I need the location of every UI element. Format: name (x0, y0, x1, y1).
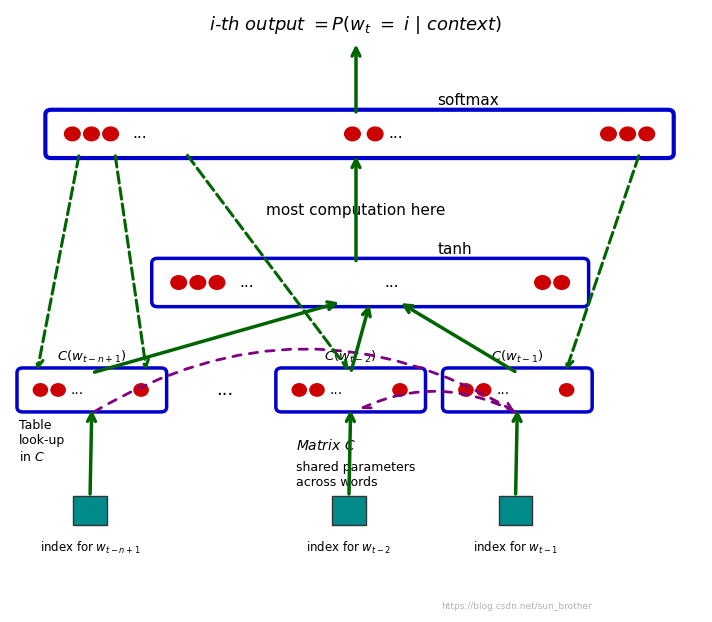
Circle shape (535, 276, 550, 289)
Text: https://blog.csdn.net/sun_brother: https://blog.csdn.net/sun_brother (441, 602, 592, 611)
Text: Table
look-up
in $C$: Table look-up in $C$ (19, 419, 66, 463)
Text: ...: ... (71, 383, 84, 397)
Circle shape (51, 384, 66, 396)
FancyArrowPatch shape (566, 156, 639, 367)
Text: $C(w_{t-1})$: $C(w_{t-1})$ (491, 350, 544, 366)
Text: $i$-th output $= P(w_t\ =\ i\ |\ \mathit{context})$: $i$-th output $= P(w_t\ =\ i\ |\ \mathit… (209, 14, 503, 36)
FancyBboxPatch shape (73, 496, 107, 525)
Text: index for $w_{t-n+1}$: index for $w_{t-n+1}$ (40, 540, 140, 556)
Circle shape (310, 384, 324, 396)
Circle shape (393, 384, 407, 396)
Text: ...: ... (330, 383, 343, 397)
FancyBboxPatch shape (17, 368, 167, 412)
Circle shape (103, 127, 118, 141)
Circle shape (65, 127, 80, 141)
Circle shape (190, 276, 206, 289)
Circle shape (171, 276, 187, 289)
FancyArrowPatch shape (115, 156, 148, 367)
Text: $C(w_{t-2})$: $C(w_{t-2})$ (325, 350, 377, 366)
FancyArrowPatch shape (36, 156, 79, 367)
FancyArrowPatch shape (363, 391, 515, 412)
Text: index for $w_{t-1}$: index for $w_{t-1}$ (473, 540, 558, 556)
FancyBboxPatch shape (152, 258, 589, 307)
FancyBboxPatch shape (499, 496, 533, 525)
Text: tanh: tanh (438, 242, 472, 257)
Circle shape (560, 384, 574, 396)
Circle shape (134, 384, 148, 396)
Text: ...: ... (388, 126, 402, 141)
Circle shape (209, 276, 225, 289)
Circle shape (33, 384, 48, 396)
FancyBboxPatch shape (333, 496, 365, 525)
Text: shared parameters
across words: shared parameters across words (295, 461, 415, 489)
FancyBboxPatch shape (276, 368, 426, 412)
Text: softmax: softmax (438, 93, 499, 108)
Circle shape (554, 276, 570, 289)
Circle shape (459, 384, 473, 396)
Circle shape (639, 127, 654, 141)
Circle shape (292, 384, 306, 396)
FancyArrowPatch shape (187, 156, 347, 368)
Text: most computation here: most computation here (266, 203, 446, 218)
Circle shape (620, 127, 635, 141)
FancyBboxPatch shape (46, 109, 674, 158)
Text: Matrix $C$: Matrix $C$ (295, 438, 355, 453)
Circle shape (367, 127, 383, 141)
Text: ...: ... (496, 383, 510, 397)
Circle shape (601, 127, 617, 141)
Text: ...: ... (384, 275, 399, 290)
Text: ...: ... (239, 275, 253, 290)
Circle shape (83, 127, 99, 141)
Text: ...: ... (216, 381, 234, 399)
Text: ...: ... (132, 126, 147, 141)
Text: index for $w_{t-2}$: index for $w_{t-2}$ (306, 540, 392, 556)
Text: $C(w_{t-n+1})$: $C(w_{t-n+1})$ (57, 350, 127, 366)
FancyBboxPatch shape (443, 368, 592, 412)
Circle shape (476, 384, 491, 396)
FancyArrowPatch shape (94, 349, 513, 412)
Circle shape (345, 127, 360, 141)
